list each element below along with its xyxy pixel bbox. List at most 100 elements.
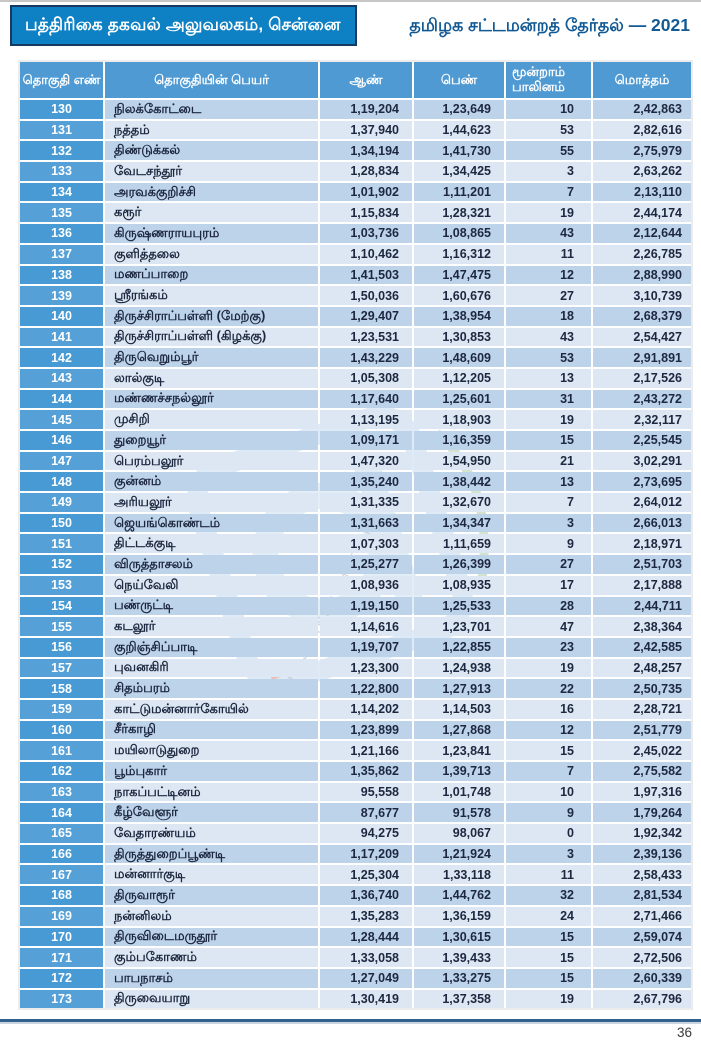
table-row: 133 வேடசந்தூர் 1,28,834 1,34,425 3 2,63,…	[20, 162, 691, 181]
third-gender-voters-cell: 0	[506, 824, 591, 843]
constituency-name-cell: வேடசந்தூர்	[105, 162, 318, 181]
constituency-name-cell: பூம்புகார்	[105, 762, 318, 781]
table-row: 139 ஸ்ரீரங்கம் 1,50,036 1,60,676 27 3,10…	[20, 286, 691, 305]
constituency-name-cell: குன்னம்	[105, 472, 318, 492]
constituency-number-cell: 169	[20, 906, 103, 926]
total-voters-cell: 2,17,888	[593, 575, 691, 595]
constituency-number-cell: 137	[20, 244, 103, 264]
constituency-name-cell: மன்னார்குடி	[105, 865, 318, 885]
table-row: 160 சீர்காழி 1,23,899 1,27,868 12 2,51,7…	[20, 720, 691, 740]
third-gender-voters-cell: 19	[506, 203, 591, 223]
third-gender-voters-cell: 3	[506, 162, 591, 181]
third-gender-voters-cell: 13	[506, 368, 591, 388]
male-voters-cell: 1,35,862	[320, 762, 412, 781]
male-voters-cell: 1,33,058	[320, 948, 412, 967]
col-header-constituency-number: தொகுதி எண்	[20, 62, 103, 98]
third-gender-voters-cell: 31	[506, 389, 591, 409]
third-gender-voters-cell: 7	[506, 182, 591, 202]
male-voters-cell: 95,558	[320, 782, 412, 802]
third-gender-voters-cell: 55	[506, 141, 591, 161]
constituency-number-cell: 168	[20, 886, 103, 905]
male-voters-cell: 1,23,300	[320, 658, 412, 678]
office-banner: பத்திரிகை தகவல் அலுவலகம், சென்னை	[10, 5, 357, 46]
female-voters-cell: 1,11,659	[414, 534, 504, 554]
constituency-number-cell: 134	[20, 182, 103, 202]
third-gender-voters-cell: 13	[506, 472, 591, 492]
constituency-number-cell: 136	[20, 224, 103, 243]
male-voters-cell: 1,28,834	[320, 162, 412, 181]
constituency-number-cell: 143	[20, 368, 103, 388]
total-voters-cell: 2,82,616	[593, 120, 691, 140]
female-voters-cell: 1,38,442	[414, 472, 504, 492]
female-voters-cell: 1,01,748	[414, 782, 504, 802]
table-row: 134 அரவக்குறிச்சி 1,01,902 1,11,201 7 2,…	[20, 182, 691, 202]
male-voters-cell: 1,15,834	[320, 203, 412, 223]
male-voters-cell: 1,22,800	[320, 679, 412, 698]
female-voters-cell: 1,23,701	[414, 617, 504, 636]
female-voters-cell: 1,26,399	[414, 555, 504, 574]
table-row: 136 கிருஷ்ணராயபுரம் 1,03,736 1,08,865 43…	[20, 224, 691, 243]
female-voters-cell: 1,39,433	[414, 948, 504, 967]
constituency-name-cell: நாகப்பட்டினம்	[105, 782, 318, 802]
male-voters-cell: 1,07,303	[320, 534, 412, 554]
constituency-number-cell: 149	[20, 493, 103, 512]
male-voters-cell: 87,677	[320, 803, 412, 823]
female-voters-cell: 1,34,347	[414, 513, 504, 533]
constituency-name-cell: முசிறி	[105, 410, 318, 429]
total-voters-cell: 2,17,526	[593, 368, 691, 388]
male-voters-cell: 1,23,899	[320, 720, 412, 740]
male-voters-cell: 1,29,407	[320, 306, 412, 326]
total-voters-cell: 2,26,785	[593, 244, 691, 264]
constituency-name-cell: திட்டக்குடி	[105, 534, 318, 554]
total-voters-cell: 2,72,506	[593, 948, 691, 967]
constituency-name-cell: குளித்தலை	[105, 244, 318, 264]
total-voters-cell: 1,79,264	[593, 803, 691, 823]
constituency-number-cell: 164	[20, 803, 103, 823]
total-voters-cell: 2,67,796	[593, 989, 691, 1009]
constituency-number-cell: 157	[20, 658, 103, 678]
col-header-total: மொத்தம்	[593, 62, 691, 98]
female-voters-cell: 1,48,609	[414, 348, 504, 367]
female-voters-cell: 1,18,903	[414, 410, 504, 429]
total-voters-cell: 2,48,257	[593, 658, 691, 678]
total-voters-cell: 2,71,466	[593, 906, 691, 926]
total-voters-cell: 2,13,110	[593, 182, 691, 202]
third-gender-voters-cell: 11	[506, 865, 591, 885]
table-row: 137 குளித்தலை 1,10,462 1,16,312 11 2,26,…	[20, 244, 691, 264]
constituency-name-cell: நத்தம்	[105, 120, 318, 140]
constituency-name-cell: அரியலூர்	[105, 493, 318, 512]
table-row: 173 திருவையாறு 1,30,419 1,37,358 19 2,67…	[20, 989, 691, 1009]
third-gender-voters-cell: 11	[506, 244, 591, 264]
table-row: 164 கீழ்வேளூர் 87,677 91,578 9 1,79,264	[20, 803, 691, 823]
total-voters-cell: 2,18,971	[593, 534, 691, 554]
total-voters-cell: 1,92,342	[593, 824, 691, 843]
constituency-number-cell: 145	[20, 410, 103, 429]
footer-divider	[0, 1019, 701, 1022]
table-row: 157 புவனகிரி 1,23,300 1,24,938 19 2,48,2…	[20, 658, 691, 678]
third-gender-voters-cell: 32	[506, 886, 591, 905]
male-voters-cell: 1,08,936	[320, 575, 412, 595]
third-gender-voters-cell: 43	[506, 327, 591, 347]
constituency-number-cell: 144	[20, 389, 103, 409]
page-title: தமிழக சட்டமன்றத் தேர்தல் — 2021	[409, 15, 690, 35]
constituency-name-cell: பாபநாசம்	[105, 968, 318, 988]
third-gender-voters-cell: 53	[506, 120, 591, 140]
table-row: 159 காட்டுமன்னார்கோயில் 1,14,202 1,14,50…	[20, 699, 691, 719]
third-gender-voters-cell: 18	[506, 306, 591, 326]
female-voters-cell: 1,16,312	[414, 244, 504, 264]
constituency-number-cell: 154	[20, 596, 103, 616]
male-voters-cell: 1,13,195	[320, 410, 412, 429]
constituency-name-cell: லால்குடி	[105, 368, 318, 388]
third-gender-voters-cell: 9	[506, 534, 591, 554]
male-voters-cell: 1,34,194	[320, 141, 412, 161]
table-row: 145 முசிறி 1,13,195 1,18,903 19 2,32,117	[20, 410, 691, 429]
office-banner-title: பத்திரிகை தகவல் அலுவலகம், சென்னை	[25, 14, 341, 34]
third-gender-voters-cell: 27	[506, 286, 591, 305]
constituency-name-cell: வேதாரண்யம்	[105, 824, 318, 843]
total-voters-cell: 2,64,012	[593, 493, 691, 512]
constituency-number-cell: 133	[20, 162, 103, 181]
constituency-name-cell: துறையூர்	[105, 431, 318, 450]
female-voters-cell: 1,12,205	[414, 368, 504, 388]
table-row: 154 பண்ருட்டி 1,19,150 1,25,533 28 2,44,…	[20, 596, 691, 616]
third-gender-voters-cell: 3	[506, 844, 591, 864]
